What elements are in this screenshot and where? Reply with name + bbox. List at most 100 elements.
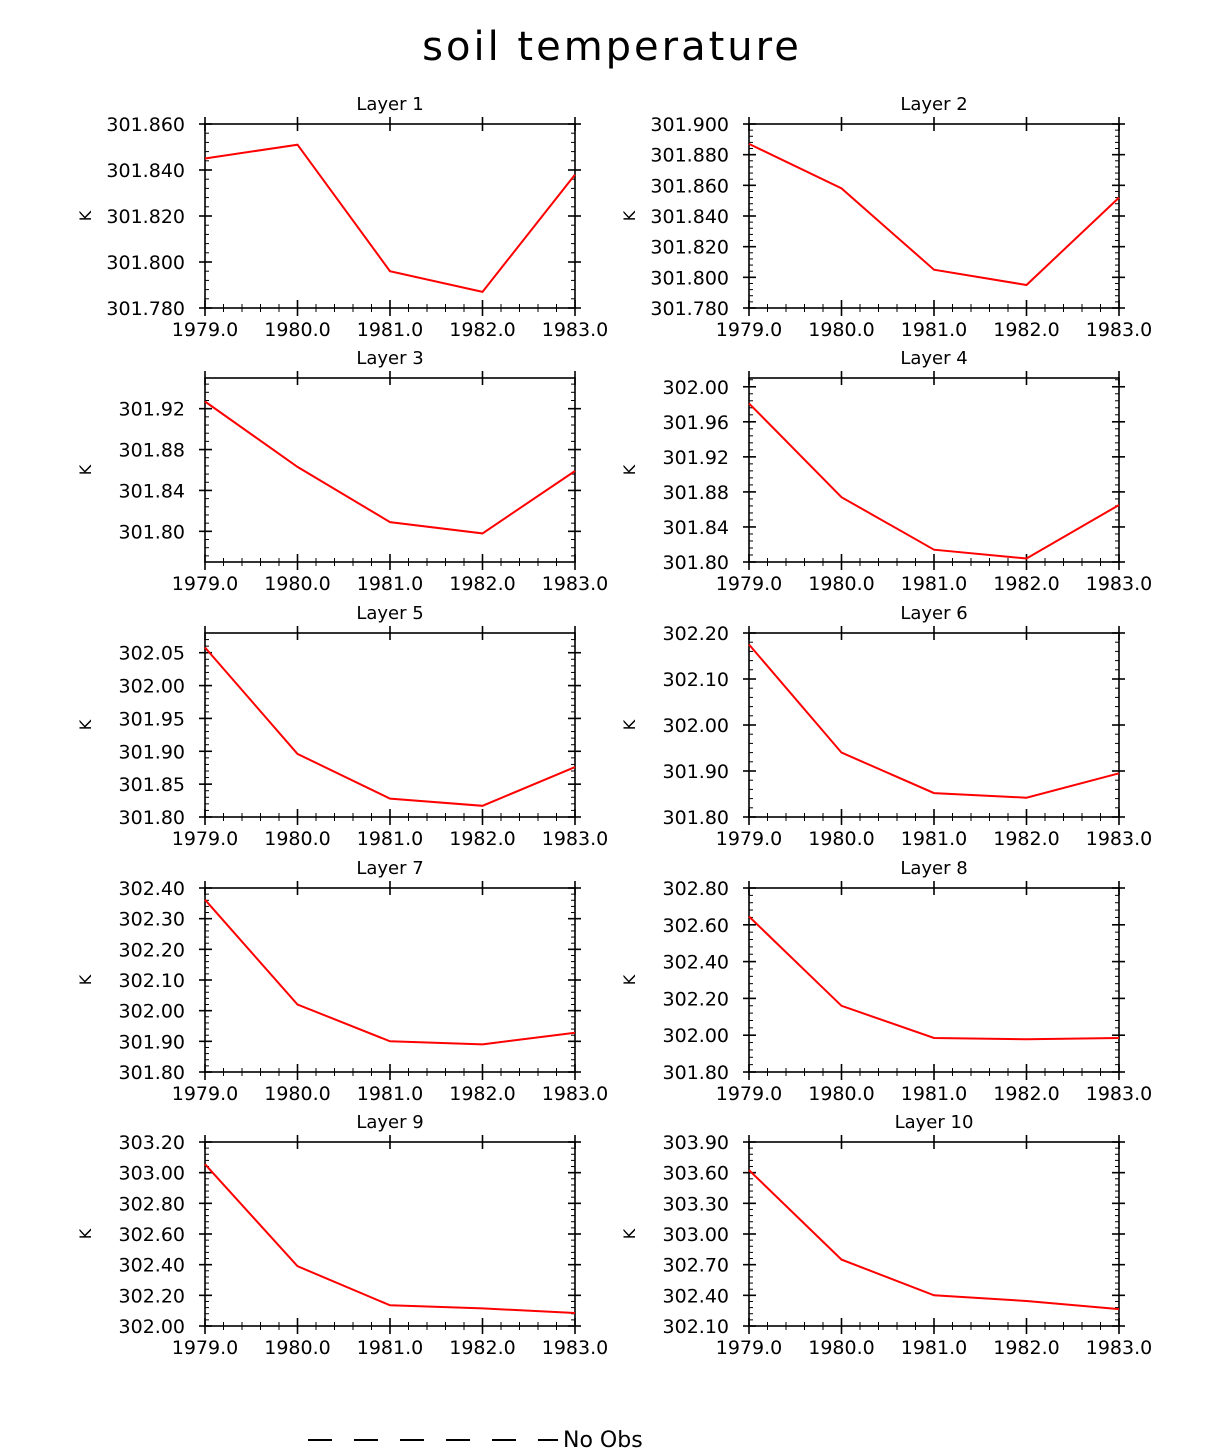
x-tick-label: 1983.0 [1086, 573, 1152, 595]
y-axis-label: K [76, 974, 95, 985]
panel-layer-3: Layer 3 K 1979.0 1980.0 1981.0 1982.0 1983.0 30… [76, 348, 608, 595]
y-tick-label: 302.10 [119, 970, 185, 992]
x-tick-label: 1982.0 [993, 828, 1059, 850]
x-tick-label: 1979.0 [716, 573, 782, 595]
x-tick-label: 1981.0 [357, 1337, 423, 1359]
y-tick-label: 302.00 [663, 1025, 729, 1047]
x-tick-label: 1980.0 [264, 573, 330, 595]
y-tick-label: 301.80 [119, 1062, 185, 1084]
x-tick-label: 1981.0 [901, 828, 967, 850]
y-tick-label: 301.80 [119, 807, 185, 829]
x-tick-label: 1983.0 [542, 828, 608, 850]
x-tick-label: 1983.0 [1086, 1083, 1152, 1105]
y-tick-label: 302.60 [663, 915, 729, 937]
panel-title: Layer 9 [356, 1112, 423, 1133]
y-tick-label: 302.40 [119, 878, 185, 900]
panel-layer-5: Layer 5 K 1979.0 1980.0 1981.0 1982.0 1983.0 30… [76, 603, 608, 850]
y-tick-label: 301.880 [650, 145, 729, 167]
y-tick-label: 301.84 [663, 517, 729, 539]
y-tick-label: 302.00 [663, 715, 729, 737]
y-tick-label: 301.80 [663, 552, 729, 574]
x-tick-label: 1982.0 [993, 319, 1059, 341]
y-tick-label: 301.800 [650, 267, 729, 289]
y-axis-label: K [620, 464, 639, 475]
y-tick-label: 301.90 [663, 761, 729, 783]
y-tick-label: 302.00 [119, 1001, 185, 1023]
y-axis-label: K [620, 719, 639, 730]
y-axis-label: K [76, 1228, 95, 1239]
x-tick-label: 1981.0 [901, 1083, 967, 1105]
y-tick-label: 302.40 [119, 1255, 185, 1277]
x-tick-label: 1979.0 [716, 1337, 782, 1359]
x-tick-label: 1980.0 [264, 1083, 330, 1105]
figure-title: soil temperature [422, 24, 802, 70]
y-axis-label: K [620, 974, 639, 985]
y-tick-label: 302.10 [663, 669, 729, 691]
x-tick-label: 1981.0 [901, 573, 967, 595]
y-tick-label: 303.20 [119, 1132, 185, 1154]
x-tick-label: 1980.0 [808, 573, 874, 595]
y-tick-label: 301.820 [106, 206, 185, 228]
x-tick-label: 1980.0 [808, 1083, 874, 1105]
x-tick-label: 1981.0 [901, 1337, 967, 1359]
x-tick-label: 1982.0 [449, 828, 515, 850]
x-tick-label: 1979.0 [172, 573, 238, 595]
y-tick-label: 302.70 [663, 1255, 729, 1277]
x-tick-label: 1980.0 [808, 1337, 874, 1359]
panel-title: Layer 5 [356, 603, 423, 624]
x-tick-label: 1979.0 [716, 828, 782, 850]
y-tick-label: 302.20 [119, 1285, 185, 1307]
panel-title: Layer 4 [900, 348, 967, 369]
series-line [204, 899, 576, 1046]
y-tick-label: 301.96 [663, 412, 729, 434]
y-tick-label: 302.30 [119, 909, 185, 931]
x-tick-label: 1982.0 [993, 1083, 1059, 1105]
y-tick-label: 302.00 [119, 1316, 185, 1338]
y-tick-label: 302.20 [663, 988, 729, 1010]
x-tick-label: 1982.0 [993, 573, 1059, 595]
y-tick-label: 301.92 [119, 399, 185, 421]
panel-layer-4: Layer 4 K 1979.0 1980.0 1981.0 1982.0 1983.0 30… [620, 348, 1152, 595]
x-tick-label: 1979.0 [172, 319, 238, 341]
series-line [748, 402, 1120, 560]
x-tick-label: 1983.0 [1086, 319, 1152, 341]
panel-layer-1: Layer 1 K 1979.0 1980.0 1981.0 1982.0 1983.0 30… [76, 94, 608, 341]
y-tick-label: 301.780 [650, 298, 729, 320]
y-axis-label: K [620, 210, 639, 221]
y-tick-label: 301.780 [106, 298, 185, 320]
y-tick-label: 302.60 [119, 1224, 185, 1246]
y-tick-label: 301.860 [650, 175, 729, 197]
panel-layer-8: Layer 8 K 1979.0 1980.0 1981.0 1982.0 1983.0 30… [620, 858, 1152, 1105]
panel-layer-2: Layer 2 K 1979.0 1980.0 1981.0 1982.0 1983.0 30… [620, 94, 1152, 341]
x-tick-label: 1983.0 [1086, 828, 1152, 850]
y-tick-label: 301.80 [663, 1062, 729, 1084]
x-tick-label: 1979.0 [716, 319, 782, 341]
y-tick-label: 302.80 [663, 878, 729, 900]
x-tick-label: 1983.0 [542, 573, 608, 595]
x-tick-label: 1981.0 [357, 1083, 423, 1105]
legend: No Obs [308, 1428, 643, 1449]
y-tick-label: 301.90 [119, 741, 185, 763]
panel-layer-6: Layer 6 K 1979.0 1980.0 1981.0 1982.0 1983.0 30… [620, 603, 1152, 850]
panel-layer-7: Layer 7 K 1979.0 1980.0 1981.0 1982.0 1983.0 30… [76, 858, 608, 1105]
y-tick-label: 302.00 [663, 377, 729, 399]
y-tick-label: 302.80 [119, 1193, 185, 1215]
series-line [748, 643, 1120, 799]
panel-title: Layer 8 [900, 858, 967, 879]
panel-layer-10: Layer 10 K 1979.0 1980.0 1981.0 1982.0 1983.0 3… [620, 1112, 1152, 1359]
y-tick-label: 301.80 [119, 521, 185, 543]
y-tick-label: 301.88 [119, 440, 185, 462]
panel-title: Layer 7 [356, 858, 423, 879]
x-tick-label: 1979.0 [172, 1083, 238, 1105]
panel-grid: Layer 1 K 1979.0 1980.0 1981.0 1982.0 1983.0 30… [76, 94, 1152, 1359]
x-tick-label: 1983.0 [542, 1337, 608, 1359]
x-tick-label: 1983.0 [542, 319, 608, 341]
y-tick-label: 302.40 [663, 1285, 729, 1307]
y-tick-label: 302.10 [663, 1316, 729, 1338]
x-tick-label: 1982.0 [449, 1337, 515, 1359]
y-tick-label: 301.84 [119, 480, 185, 502]
y-tick-label: 301.840 [106, 160, 185, 182]
panel-title: Layer 10 [895, 1112, 974, 1133]
y-tick-label: 303.60 [663, 1163, 729, 1185]
y-tick-label: 302.05 [119, 643, 185, 665]
